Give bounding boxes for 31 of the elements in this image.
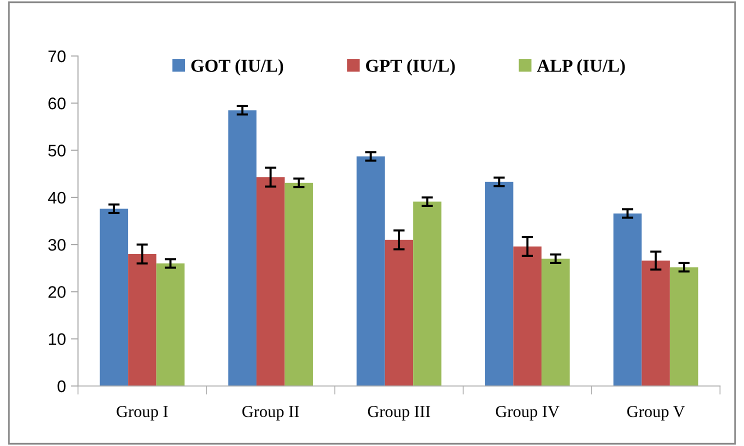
legend-label: GOT (IU/L) <box>191 59 284 76</box>
bar <box>485 182 514 386</box>
x-tick-label: Group V <box>627 406 685 421</box>
bar <box>100 208 128 386</box>
bar <box>256 177 285 386</box>
legend-label: GPT (IU/L) <box>366 59 455 76</box>
bar <box>284 182 313 386</box>
y-tick-label: 10 <box>48 333 66 346</box>
bar <box>128 254 156 386</box>
bar <box>513 246 542 386</box>
x-tick-label: Group III <box>368 406 430 421</box>
x-tick-label: Group IV <box>496 406 560 421</box>
x-tick-label: Group I <box>116 406 168 421</box>
y-tick-label: 60 <box>48 98 66 110</box>
y-tick-label: 70 <box>48 50 66 62</box>
x-tick-label: Group II <box>242 406 299 421</box>
y-tick-label: 30 <box>48 238 66 251</box>
bar <box>356 156 385 386</box>
bar <box>228 110 256 386</box>
bar <box>413 202 442 386</box>
bar <box>542 258 570 386</box>
bar <box>384 240 414 386</box>
y-tick-label: 0 <box>58 380 66 392</box>
legend-label: ALP (IU/L) <box>537 59 625 76</box>
bar <box>613 213 642 386</box>
y-tick-label: 50 <box>48 144 66 156</box>
bar <box>642 260 670 386</box>
bar <box>670 267 698 386</box>
y-tick-label: 20 <box>48 286 66 298</box>
y-tick-label: 40 <box>48 192 66 204</box>
bar <box>156 263 185 386</box>
